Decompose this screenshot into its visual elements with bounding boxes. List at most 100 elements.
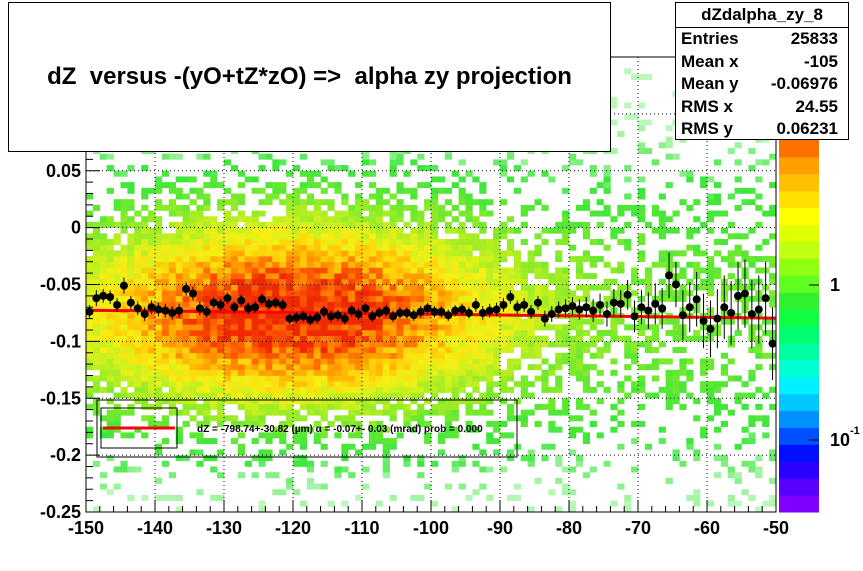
heatmap-cell xyxy=(182,409,190,416)
palette-band xyxy=(779,292,819,310)
heatmap-cell xyxy=(458,341,466,348)
heatmap-cell xyxy=(638,330,646,336)
heatmap-cell xyxy=(168,204,176,211)
heatmap-cell xyxy=(293,330,301,336)
heatmap-cell xyxy=(141,358,149,365)
heatmap-cell xyxy=(451,182,459,189)
heatmap-cell xyxy=(548,176,556,183)
heatmap-cell xyxy=(175,426,183,433)
heatmap-cell xyxy=(679,267,687,274)
heatmap-cell xyxy=(541,403,549,410)
heatmap-cell xyxy=(451,364,459,371)
heatmap-cell xyxy=(230,375,239,382)
heatmap-cell xyxy=(410,324,418,331)
heatmap-cell xyxy=(513,187,521,194)
heatmap-cell xyxy=(286,170,294,177)
heatmap-cell xyxy=(610,233,618,240)
heatmap-cell xyxy=(458,273,466,280)
palette-band xyxy=(779,173,819,192)
heatmap-cell xyxy=(755,176,763,183)
heatmap-cell xyxy=(389,443,397,450)
profile-marker xyxy=(506,293,515,302)
heatmap-cell xyxy=(472,284,480,291)
heatmap-cell xyxy=(389,165,397,172)
heatmap-cell xyxy=(479,199,487,206)
heatmap-cell xyxy=(389,290,397,297)
heatmap-cell xyxy=(272,261,280,268)
heatmap-cell xyxy=(693,500,701,507)
heatmap-cell xyxy=(693,330,701,336)
heatmap-cell xyxy=(86,352,94,359)
heatmap-cell xyxy=(272,159,280,166)
heatmap-cell xyxy=(196,153,204,160)
heatmap-cell xyxy=(396,210,404,217)
heatmap-cell xyxy=(168,409,176,416)
heatmap-cell xyxy=(686,233,694,240)
heatmap-cell xyxy=(155,403,163,410)
heatmap-cell xyxy=(465,426,473,433)
heatmap-cell xyxy=(451,239,459,245)
heatmap-cell xyxy=(113,278,121,285)
heatmap-cell xyxy=(582,375,590,382)
heatmap-cell xyxy=(472,335,480,342)
heatmap-cell xyxy=(299,307,308,314)
heatmap-cell xyxy=(272,341,280,348)
heatmap-cell xyxy=(424,239,432,245)
heatmap-cell xyxy=(306,386,314,393)
heatmap-cell xyxy=(182,216,190,223)
heatmap-cell xyxy=(362,233,370,240)
heatmap-cell xyxy=(548,369,556,376)
heatmap-cell xyxy=(389,227,397,234)
heatmap-cell xyxy=(707,284,715,291)
heatmap-cell xyxy=(520,273,528,280)
heatmap-cell xyxy=(348,204,356,211)
heatmap-cell xyxy=(389,324,397,331)
profile-point xyxy=(361,302,370,315)
profile-marker xyxy=(161,306,170,315)
heatmap-cell xyxy=(217,239,225,245)
heatmap-cell xyxy=(293,187,301,194)
heatmap-cell xyxy=(258,506,266,513)
heatmap-cell xyxy=(444,267,452,274)
heatmap-cell xyxy=(148,250,156,257)
heatmap-cell xyxy=(237,233,245,240)
heatmap-cell xyxy=(403,455,411,462)
heatmap-cell xyxy=(644,278,653,285)
heatmap-cell xyxy=(134,381,142,388)
heatmap-cell xyxy=(444,227,452,234)
heatmap-cell xyxy=(293,364,301,371)
heatmap-cell xyxy=(251,187,259,194)
heatmap-cell xyxy=(437,239,446,245)
heatmap-cell xyxy=(651,204,659,211)
heatmap-cell xyxy=(382,273,390,280)
heatmap-cell xyxy=(389,256,397,263)
heatmap-cell xyxy=(389,494,397,501)
heatmap-cell xyxy=(299,210,308,217)
heatmap-cell xyxy=(217,244,225,251)
heatmap-cell xyxy=(92,341,101,348)
heatmap-cell xyxy=(686,244,694,251)
heatmap-cell xyxy=(299,216,308,223)
heatmap-cell xyxy=(272,182,280,189)
heatmap-cell xyxy=(355,369,363,376)
heatmap-cell xyxy=(624,500,632,507)
heatmap-cell xyxy=(506,449,515,456)
heatmap-cell xyxy=(217,335,225,342)
heatmap-cell xyxy=(217,375,225,382)
heatmap-cell xyxy=(741,199,749,206)
heatmap-cell xyxy=(334,364,342,371)
heatmap-cell xyxy=(230,216,239,223)
heatmap-cell xyxy=(127,261,135,268)
heatmap-cell xyxy=(603,261,611,268)
heatmap-cell xyxy=(548,341,556,348)
heatmap-cell xyxy=(251,256,259,263)
heatmap-cell xyxy=(224,284,232,291)
heatmap-cell xyxy=(458,233,466,240)
heatmap-cell xyxy=(444,187,452,194)
heatmap-cell xyxy=(265,182,273,189)
heatmap-cell xyxy=(479,301,487,308)
profile-point xyxy=(175,303,184,318)
heatmap-cell xyxy=(175,369,183,376)
heatmap-cell xyxy=(127,278,135,285)
heatmap-cell xyxy=(279,381,287,388)
